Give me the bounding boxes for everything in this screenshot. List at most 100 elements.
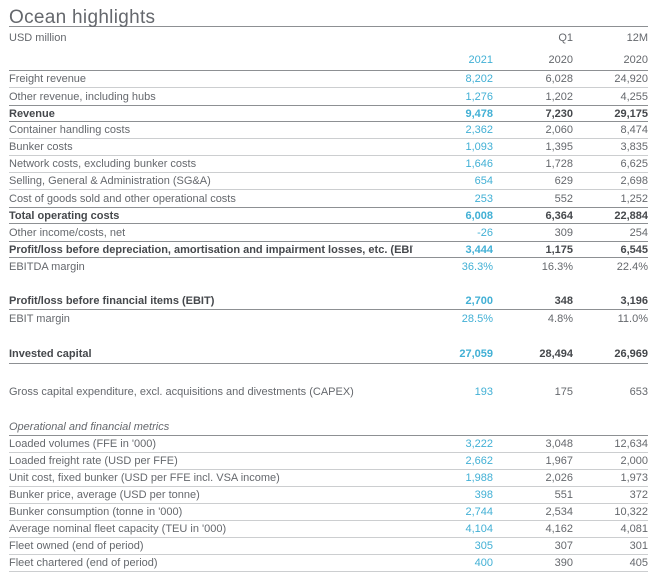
value-2021: 2,700 bbox=[465, 295, 493, 307]
value-2021: 1,276 bbox=[465, 90, 493, 103]
table-row: Other income/costs, net -26 309 254 bbox=[9, 224, 648, 241]
row-label: Container handling costs bbox=[9, 124, 131, 136]
value-12m-2020: 4,255 bbox=[620, 90, 648, 103]
value-12m-2020: 4,081 bbox=[620, 523, 648, 535]
row-spacer bbox=[9, 364, 648, 383]
value-2021: 654 bbox=[474, 175, 493, 187]
value-q1-2020: 1,395 bbox=[545, 141, 573, 153]
row-spacer bbox=[9, 275, 648, 293]
row-label: Loaded freight rate (USD per FFE) bbox=[9, 455, 178, 467]
table-row: Invested capital 27,059 28,494 26,969 bbox=[9, 345, 648, 364]
value-q1-2020: 1,728 bbox=[545, 158, 573, 170]
value-2021: 27,059 bbox=[459, 348, 493, 360]
table-row: Fleet chartered (end of period) 400 390 405 bbox=[9, 555, 648, 572]
value-12m-2020: 12,634 bbox=[614, 438, 648, 450]
table-row: Fleet owned (end of period) 305 307 301 bbox=[9, 538, 648, 555]
value-12m-2020: 6,545 bbox=[620, 243, 648, 256]
value-q1-2020: 3,048 bbox=[545, 438, 573, 450]
period-label-12m: 12M bbox=[626, 32, 648, 44]
value-2021: 36.3% bbox=[461, 260, 493, 273]
value-2021: 6,008 bbox=[465, 209, 493, 222]
value-12m-2020: 2,698 bbox=[620, 175, 648, 187]
value-12m-2020: 1,252 bbox=[620, 192, 648, 205]
value-q1-2020: 4,162 bbox=[545, 523, 573, 535]
table-row: Total operating costs 6,008 6,364 22,884 bbox=[9, 207, 648, 224]
row-label: Invested capital bbox=[9, 348, 92, 360]
value-12m-2020: 301 bbox=[629, 540, 648, 552]
value-q1-2020: 307 bbox=[554, 540, 573, 552]
value-2021: 193 bbox=[474, 385, 493, 398]
value-2021: 253 bbox=[474, 192, 493, 205]
row-label: Network costs, excluding bunker costs bbox=[9, 158, 197, 170]
table-row: Cost of goods sold and other operational… bbox=[9, 190, 648, 207]
value-12m-2020: 26,969 bbox=[614, 348, 648, 360]
row-label: Freight revenue bbox=[9, 73, 87, 85]
table-row: Unit cost, fixed bunker (USD per FFE inc… bbox=[9, 470, 648, 487]
value-q1-2020: 2,534 bbox=[545, 506, 573, 518]
row-label: Revenue bbox=[9, 107, 55, 120]
value-2021: 305 bbox=[474, 540, 493, 552]
row-label: Bunker consumption (tonne in '000) bbox=[9, 506, 183, 518]
table-row: Revenue 9,478 7,230 29,175 bbox=[9, 105, 648, 122]
value-q1-2020: 1,967 bbox=[545, 455, 573, 467]
row-label: Fleet chartered (end of period) bbox=[9, 557, 158, 569]
row-label: EBIT margin bbox=[9, 312, 70, 325]
row-label: Cost of goods sold and other operational… bbox=[9, 192, 236, 205]
table-row: Average nominal fleet capacity (TEU in '… bbox=[9, 521, 648, 538]
row-label: Other income/costs, net bbox=[9, 226, 126, 239]
value-q1-2020: 2,026 bbox=[545, 472, 573, 484]
value-12m-2020: 405 bbox=[629, 557, 648, 569]
value-q1-2020: 552 bbox=[554, 192, 573, 205]
value-q1-2020: 348 bbox=[554, 295, 573, 307]
value-2021: 1,988 bbox=[465, 472, 493, 484]
table-row: Profit/loss before depreciation, amortis… bbox=[9, 241, 648, 258]
value-q1-2020: 28,494 bbox=[539, 348, 573, 360]
value-12m-2020: 22,884 bbox=[614, 209, 648, 222]
row-label: Profit/loss before depreciation, amortis… bbox=[9, 243, 413, 256]
table-row: Other revenue, including hubs 1,276 1,202 4… bbox=[9, 88, 648, 105]
table-row: Container handling costs 2,362 2,060 8,474 bbox=[9, 122, 648, 139]
table-row: Profit/loss before financial items (EBIT… bbox=[9, 293, 648, 310]
table-row: EBITDA margin 36.3% 16.3% 22.4% bbox=[9, 258, 648, 275]
value-2021: 2,744 bbox=[465, 506, 493, 518]
value-12m-2020: 22.4% bbox=[616, 260, 648, 273]
row-label: Loaded volumes (FFE in '000) bbox=[9, 438, 157, 450]
value-12m-2020: 3,196 bbox=[620, 295, 648, 307]
year-label-2020-q1: 2020 bbox=[548, 53, 573, 66]
value-12m-2020: 29,175 bbox=[614, 107, 648, 120]
row-label: Gross capital expenditure, excl. acquisi… bbox=[9, 385, 354, 398]
value-2021: 4,104 bbox=[465, 523, 493, 535]
value-q1-2020: 16.3% bbox=[541, 260, 573, 273]
value-12m-2020: 3,835 bbox=[620, 141, 648, 153]
table-header-year-row: 2021 2020 2020 bbox=[9, 49, 648, 71]
table-row: Bunker costs 1,093 1,395 3,835 bbox=[9, 139, 648, 156]
value-12m-2020: 11.0% bbox=[617, 312, 648, 325]
table-row: Operational and financial metrics bbox=[9, 419, 648, 436]
table-row: Network costs, excluding bunker costs 1,6… bbox=[9, 156, 648, 173]
table-row: Loaded freight rate (USD per FFE) 2,662 1,… bbox=[9, 453, 648, 470]
value-q1-2020: 551 bbox=[554, 489, 573, 501]
value-q1-2020: 309 bbox=[554, 226, 573, 239]
row-label: Bunker price, average (USD per tonne) bbox=[9, 489, 200, 501]
table-row: Bunker consumption (tonne in '000) 2,744 2… bbox=[9, 504, 648, 521]
value-q1-2020: 1,202 bbox=[545, 90, 573, 103]
value-q1-2020: 2,060 bbox=[545, 124, 573, 136]
row-label: Other revenue, including hubs bbox=[9, 90, 156, 103]
table-row: Selling, General & Administration (SG&A)… bbox=[9, 173, 648, 190]
value-12m-2020: 254 bbox=[629, 226, 648, 239]
row-label: Selling, General & Administration (SG&A) bbox=[9, 175, 211, 187]
table-row: Gross capital expenditure, excl. acquisi… bbox=[9, 383, 648, 400]
row-label: Unit cost, fixed bunker (USD per FFE inc… bbox=[9, 472, 280, 484]
value-12m-2020: 2,000 bbox=[620, 455, 648, 467]
value-12m-2020: 8,474 bbox=[620, 124, 648, 136]
page-title: Ocean highlights bbox=[9, 7, 156, 28]
value-q1-2020: 175 bbox=[554, 385, 573, 398]
value-12m-2020: 653 bbox=[629, 385, 648, 398]
row-label: Bunker costs bbox=[9, 141, 73, 153]
value-q1-2020: 6,364 bbox=[545, 209, 573, 222]
table-row: Freight revenue 8,202 6,028 24,920 bbox=[9, 71, 648, 88]
value-q1-2020: 1,175 bbox=[545, 243, 573, 256]
value-2021: 1,646 bbox=[465, 158, 493, 170]
table-row: EBIT margin 28.5% 4.8% 11.0% bbox=[9, 310, 648, 327]
value-2021: 3,222 bbox=[465, 438, 493, 450]
